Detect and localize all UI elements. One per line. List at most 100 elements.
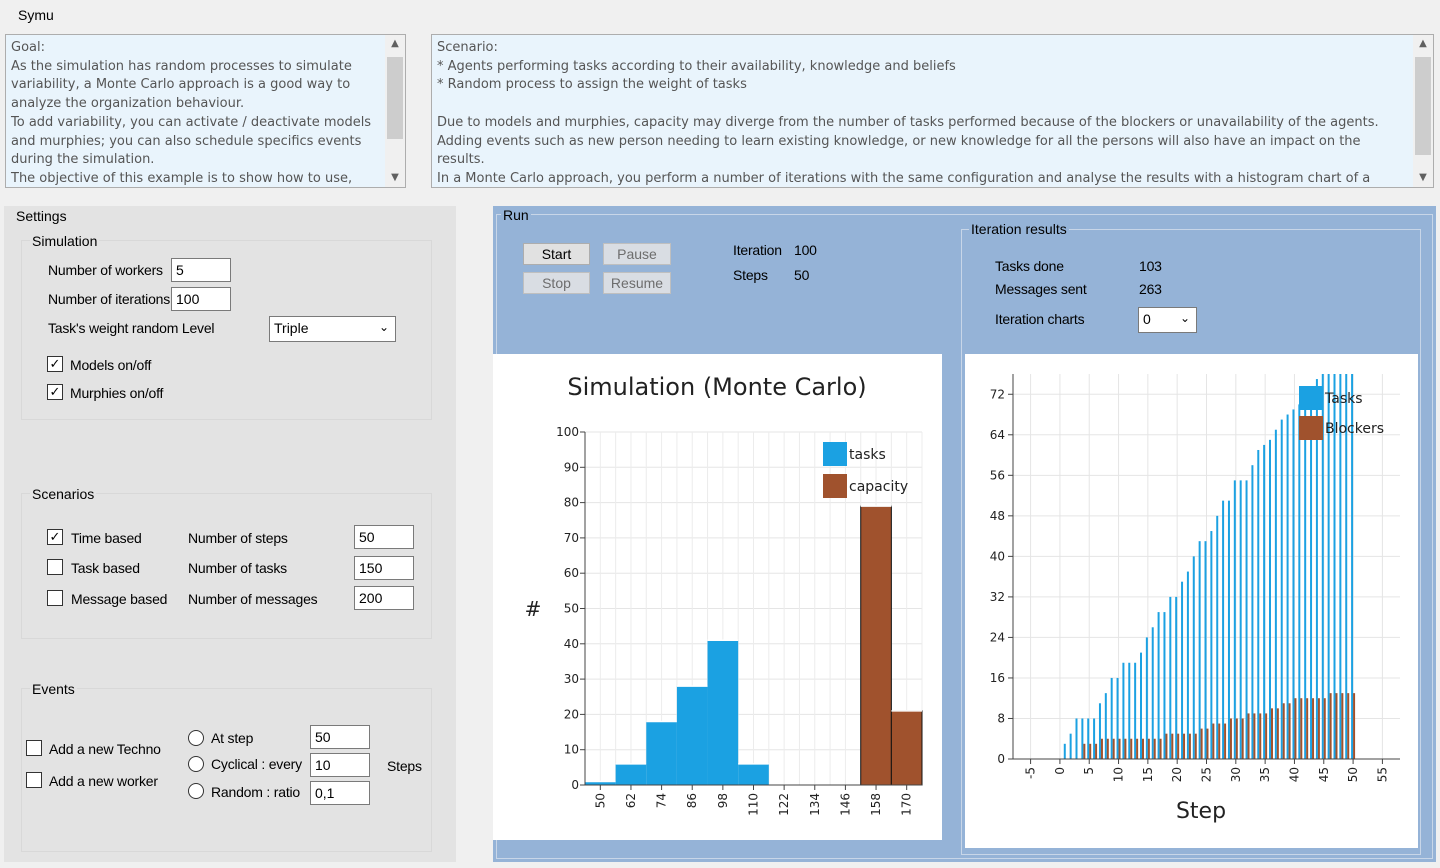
bar-blockers: [1306, 698, 1309, 759]
bar-blockers: [1171, 733, 1174, 759]
scenario-textbox[interactable]: Scenario: * Agents performing tasks acco…: [431, 34, 1434, 188]
bar-tasks: [1251, 465, 1254, 759]
scroll-down-icon[interactable]: ▼: [1419, 172, 1427, 183]
bar-blockers: [1153, 738, 1156, 759]
bar-blockers: [1288, 703, 1291, 759]
random-level-select[interactable]: Triple ⌄: [269, 316, 396, 342]
bar-tasks: [1198, 541, 1201, 759]
scroll-thumb[interactable]: [1415, 57, 1431, 155]
bar-tasks: [1286, 414, 1289, 759]
y-tick-label: 80: [564, 496, 579, 510]
time-based-checkbox[interactable]: ✓: [47, 529, 63, 545]
scroll-down-icon[interactable]: ▼: [391, 172, 399, 183]
bar-tasks: [1128, 662, 1131, 759]
bar-tasks: [1116, 677, 1119, 759]
scroll-up-icon[interactable]: ▲: [1419, 38, 1427, 49]
bar-blockers: [1218, 723, 1221, 759]
y-tick-label: 8: [997, 711, 1005, 725]
bar-tasks: [1087, 718, 1090, 759]
bar-tasks: [1204, 541, 1207, 759]
bar-blockers: [1200, 728, 1203, 759]
bar-blockers: [1282, 703, 1285, 759]
bar-blockers: [1347, 693, 1350, 759]
bar-tasks: [1134, 662, 1137, 759]
new-worker-checkbox[interactable]: [26, 772, 42, 788]
message-based-checkbox[interactable]: [47, 590, 63, 606]
new-techno-checkbox[interactable]: [26, 740, 42, 756]
tasks-done-value: 103: [1139, 258, 1162, 274]
bar-blockers: [1206, 728, 1209, 759]
y-tick-label: 0: [571, 778, 579, 792]
histogram-bar-tasks: [646, 721, 677, 785]
cyclical-radio[interactable]: [188, 756, 204, 772]
x-tick-label: 50: [593, 793, 607, 808]
murphies-checkbox[interactable]: ✓: [47, 384, 63, 400]
steps-input[interactable]: [354, 525, 414, 549]
bar-tasks: [1280, 419, 1283, 759]
random-level-value: Triple: [274, 320, 309, 336]
scenarios-group: [21, 493, 432, 639]
x-tick-label: 55: [1375, 767, 1389, 782]
bar-tasks: [1122, 662, 1125, 759]
histogram-bar-capacity: [890, 710, 923, 786]
bar-tasks: [1239, 480, 1242, 759]
messages-input[interactable]: [354, 586, 414, 610]
bar-blockers: [1142, 738, 1144, 759]
stop-button[interactable]: Stop: [523, 272, 590, 294]
chart-title: Simulation (Monte Carlo): [567, 373, 866, 401]
x-tick-label: 98: [716, 793, 730, 808]
random-input[interactable]: [310, 781, 370, 805]
iterations-label: Number of iterations: [48, 291, 171, 307]
tasks-done-label: Tasks done: [995, 258, 1064, 274]
models-checkbox[interactable]: ✓: [47, 356, 63, 372]
app-title-menu[interactable]: Symu: [18, 7, 54, 23]
bar-blockers: [1253, 713, 1256, 759]
bar-blockers: [1241, 718, 1244, 759]
cyclical-input[interactable]: [310, 753, 370, 777]
bar-blockers: [1300, 698, 1303, 759]
iteration-charts-select[interactable]: 0 ⌄: [1138, 307, 1197, 333]
scroll-up-icon[interactable]: ▲: [391, 38, 399, 49]
x-tick-label: 45: [1317, 767, 1331, 782]
x-tick-label: 134: [808, 793, 822, 816]
histogram-bar-tasks: [707, 640, 739, 785]
goal-scrollbar[interactable]: ▲ ▼: [385, 35, 405, 187]
bar-tasks: [1181, 581, 1184, 759]
goal-text: Goal: As the simulation has random proce…: [11, 40, 372, 186]
scroll-thumb[interactable]: [387, 57, 403, 139]
bar-blockers: [1100, 738, 1103, 759]
workers-input[interactable]: [171, 258, 231, 282]
goal-textbox[interactable]: Goal: As the simulation has random proce…: [5, 34, 406, 188]
x-tick-label: 158: [869, 793, 883, 816]
x-tick-label: -5: [1024, 767, 1038, 779]
bar-blockers: [1224, 723, 1227, 759]
at-step-radio[interactable]: [188, 730, 204, 746]
x-tick-label: 86: [685, 793, 699, 808]
x-tick-label: 15: [1141, 767, 1155, 782]
bar-tasks: [1157, 612, 1160, 759]
bar-blockers: [1136, 738, 1139, 759]
resume-button[interactable]: Resume: [603, 272, 671, 294]
iteration-results-title: Iteration results: [969, 221, 1069, 237]
iterations-input[interactable]: [171, 287, 231, 311]
at-step-input[interactable]: [310, 725, 370, 749]
start-button[interactable]: Start: [523, 243, 590, 265]
random-radio[interactable]: [188, 783, 204, 799]
new-worker-label: Add a new worker: [49, 773, 158, 789]
scenario-scrollbar[interactable]: ▲ ▼: [1413, 35, 1433, 187]
simulation-title: Simulation: [30, 233, 100, 249]
pause-button[interactable]: Pause: [603, 243, 671, 265]
y-tick-label: 20: [564, 707, 579, 721]
tasks-input[interactable]: [354, 556, 414, 580]
bar-tasks: [1104, 693, 1107, 759]
bar-tasks: [1186, 571, 1189, 759]
y-axis-label: #: [525, 597, 542, 621]
run-title: Run: [501, 207, 531, 223]
x-tick-label: 30: [1229, 767, 1243, 782]
bar-blockers: [1247, 713, 1250, 759]
x-tick-label: 20: [1170, 767, 1184, 782]
at-step-label: At step: [211, 730, 254, 746]
x-tick-label: 25: [1200, 767, 1214, 782]
messages-sent-value: 263: [1139, 281, 1162, 297]
task-based-checkbox[interactable]: [47, 559, 63, 575]
